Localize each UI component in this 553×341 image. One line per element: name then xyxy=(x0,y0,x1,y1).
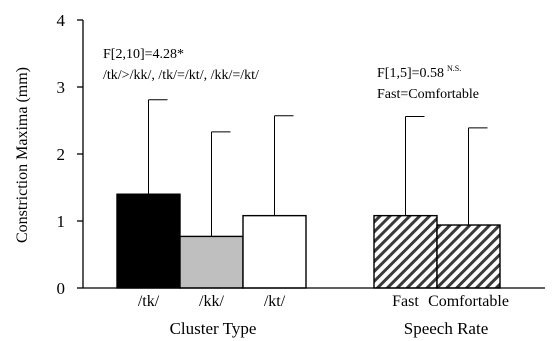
group-label-speech-rate: Speech Rate xyxy=(404,319,489,338)
y-tick-label: 1 xyxy=(57,212,66,231)
speech-rate-annotation-line2: Fast=Comfortable xyxy=(377,87,479,102)
cluster-type-annotation-line1: F[2,10]=4.28* xyxy=(103,47,184,62)
error-bars xyxy=(148,99,488,237)
y-axis: 0 1 2 3 4 xyxy=(57,11,84,298)
speech-rate-annotation-stat: F[1,5]=0.58 xyxy=(377,66,444,81)
category-label-fast: Fast xyxy=(392,293,419,310)
speech-rate-annotation: F[1,5]=0.58 N.S. Fast=Comfortable xyxy=(377,64,479,102)
y-axis-label: Constriction Maxima (mm) xyxy=(14,67,31,243)
cluster-type-annotation: F[2,10]=4.28* /tk/>/kk/, /tk/=/kt/, /kk/… xyxy=(103,47,259,83)
bar-comfortable xyxy=(436,224,501,289)
category-label-kk: /kk/ xyxy=(199,293,224,310)
group-label-cluster-type: Cluster Type xyxy=(170,319,257,338)
y-tick-label: 4 xyxy=(57,11,66,30)
bar-fast xyxy=(373,214,438,289)
speech-rate-annotation-significance: N.S. xyxy=(447,64,461,73)
y-tick-label: 0 xyxy=(57,279,66,298)
category-label-tk: /tk/ xyxy=(138,293,160,310)
bar-tk xyxy=(116,193,181,289)
bars xyxy=(116,193,501,289)
bar-kt xyxy=(242,214,307,289)
bar-kk xyxy=(179,235,244,289)
speech-rate-annotation-line1: F[1,5]=0.58 N.S. xyxy=(377,64,461,81)
y-tick-label: 3 xyxy=(57,78,66,97)
x-axis: /tk/ /kk/ /kt/Fast Comfortable xyxy=(83,287,545,310)
y-tick-label: 2 xyxy=(57,145,66,164)
category-label-kt: /kt/ xyxy=(264,293,286,310)
cluster-type-annotation-line2: /tk/>/kk/, /tk/=/kt/, /kk/=/kt/ xyxy=(103,68,259,83)
category-label-comfortable: Comfortable xyxy=(428,293,509,310)
